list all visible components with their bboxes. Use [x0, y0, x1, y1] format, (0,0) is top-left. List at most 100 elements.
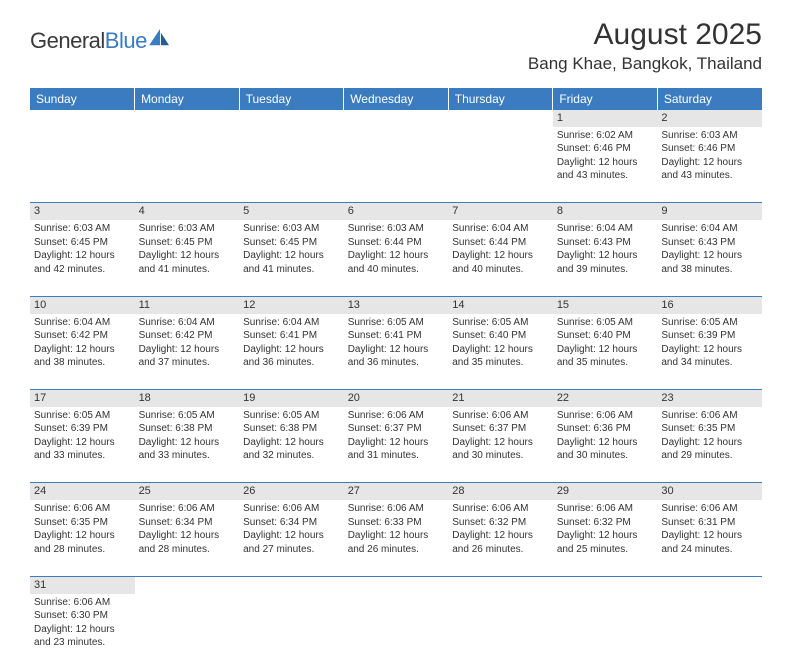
day-number-cell: 22 [553, 390, 658, 407]
day-line: Daylight: 12 hours [139, 529, 236, 543]
day-number-cell: 4 [135, 203, 240, 220]
day-cell [344, 127, 449, 203]
day-line: and 43 minutes. [557, 169, 654, 183]
day-cell [448, 594, 553, 670]
day-line: Sunset: 6:44 PM [452, 236, 549, 250]
daynum-row: 3456789 [30, 203, 762, 220]
day-cell: Sunrise: 6:03 AMSunset: 6:46 PMDaylight:… [657, 127, 762, 203]
day-cell: Sunrise: 6:06 AMSunset: 6:32 PMDaylight:… [448, 500, 553, 576]
day-line: Sunrise: 6:05 AM [243, 409, 340, 423]
weekday-header: Saturday [657, 88, 762, 110]
day-line: and 29 minutes. [661, 449, 758, 463]
day-body-row: Sunrise: 6:03 AMSunset: 6:45 PMDaylight:… [30, 220, 762, 296]
day-line: Sunset: 6:44 PM [348, 236, 445, 250]
day-number-cell [135, 576, 240, 593]
day-cell-body: Sunrise: 6:05 AMSunset: 6:41 PMDaylight:… [344, 314, 449, 374]
day-line: and 30 minutes. [452, 449, 549, 463]
day-number-cell: 21 [448, 390, 553, 407]
day-number-cell: 19 [239, 390, 344, 407]
day-line: Sunset: 6:45 PM [139, 236, 236, 250]
day-line: Sunrise: 6:05 AM [348, 316, 445, 330]
weekday-header: Monday [135, 88, 240, 110]
day-line: Daylight: 12 hours [139, 436, 236, 450]
day-line: and 41 minutes. [139, 263, 236, 277]
day-cell-body: Sunrise: 6:06 AMSunset: 6:30 PMDaylight:… [30, 594, 135, 654]
day-line: Daylight: 12 hours [557, 343, 654, 357]
day-line: Sunset: 6:36 PM [557, 422, 654, 436]
day-line: and 43 minutes. [661, 169, 758, 183]
day-line: and 36 minutes. [243, 356, 340, 370]
day-line: and 33 minutes. [139, 449, 236, 463]
day-line: and 30 minutes. [557, 449, 654, 463]
day-line: Sunrise: 6:02 AM [557, 129, 654, 143]
day-cell: Sunrise: 6:04 AMSunset: 6:42 PMDaylight:… [30, 314, 135, 390]
day-number-cell: 7 [448, 203, 553, 220]
day-line: Daylight: 12 hours [348, 249, 445, 263]
day-number-cell: 5 [239, 203, 344, 220]
day-number-cell: 28 [448, 483, 553, 500]
day-line: and 34 minutes. [661, 356, 758, 370]
day-line: Daylight: 12 hours [557, 156, 654, 170]
day-cell [135, 594, 240, 670]
day-cell: Sunrise: 6:05 AMSunset: 6:38 PMDaylight:… [135, 407, 240, 483]
sail-icon [149, 29, 171, 47]
day-line: Daylight: 12 hours [243, 529, 340, 543]
day-line: Sunrise: 6:06 AM [34, 502, 131, 516]
day-line: Daylight: 12 hours [243, 343, 340, 357]
day-cell-body: Sunrise: 6:05 AMSunset: 6:38 PMDaylight:… [239, 407, 344, 467]
day-body-row: Sunrise: 6:06 AMSunset: 6:35 PMDaylight:… [30, 500, 762, 576]
day-line: Sunrise: 6:05 AM [452, 316, 549, 330]
day-number-cell [448, 110, 553, 127]
calendar-table: SundayMondayTuesdayWednesdayThursdayFrid… [30, 88, 762, 670]
day-cell [344, 594, 449, 670]
daynum-row: 24252627282930 [30, 483, 762, 500]
day-cell-body [344, 594, 449, 600]
day-cell-body: Sunrise: 6:06 AMSunset: 6:35 PMDaylight:… [657, 407, 762, 467]
day-number-cell [239, 110, 344, 127]
day-cell-body: Sunrise: 6:06 AMSunset: 6:34 PMDaylight:… [135, 500, 240, 560]
logo-word-2: Blue [105, 28, 147, 53]
day-cell: Sunrise: 6:06 AMSunset: 6:32 PMDaylight:… [553, 500, 658, 576]
day-line: Sunrise: 6:06 AM [661, 409, 758, 423]
day-cell-body: Sunrise: 6:03 AMSunset: 6:45 PMDaylight:… [135, 220, 240, 280]
day-line: Sunrise: 6:06 AM [452, 409, 549, 423]
day-line: and 31 minutes. [348, 449, 445, 463]
day-cell-body: Sunrise: 6:06 AMSunset: 6:33 PMDaylight:… [344, 500, 449, 560]
day-line: Daylight: 12 hours [139, 249, 236, 263]
day-line: Sunrise: 6:05 AM [34, 409, 131, 423]
day-line: Daylight: 12 hours [243, 436, 340, 450]
day-line: Sunset: 6:39 PM [34, 422, 131, 436]
header: GeneralBlue August 2025 Bang Khae, Bangk… [0, 0, 792, 82]
day-line: Daylight: 12 hours [452, 249, 549, 263]
day-cell [553, 594, 658, 670]
day-line: Sunset: 6:40 PM [557, 329, 654, 343]
day-line: Sunset: 6:40 PM [452, 329, 549, 343]
weekday-header: Wednesday [344, 88, 449, 110]
day-line: and 41 minutes. [243, 263, 340, 277]
day-number-cell [553, 576, 658, 593]
day-line: Daylight: 12 hours [243, 249, 340, 263]
day-line: Sunrise: 6:03 AM [661, 129, 758, 143]
day-cell [135, 127, 240, 203]
day-cell: Sunrise: 6:05 AMSunset: 6:39 PMDaylight:… [657, 314, 762, 390]
day-line: Sunrise: 6:03 AM [243, 222, 340, 236]
day-cell-body: Sunrise: 6:05 AMSunset: 6:40 PMDaylight:… [448, 314, 553, 374]
day-cell-body: Sunrise: 6:04 AMSunset: 6:42 PMDaylight:… [135, 314, 240, 374]
day-cell: Sunrise: 6:06 AMSunset: 6:37 PMDaylight:… [448, 407, 553, 483]
day-line: Sunset: 6:35 PM [661, 422, 758, 436]
day-line: Sunrise: 6:04 AM [34, 316, 131, 330]
day-cell-body: Sunrise: 6:06 AMSunset: 6:32 PMDaylight:… [553, 500, 658, 560]
day-line: Sunset: 6:32 PM [452, 516, 549, 530]
day-number-cell [344, 110, 449, 127]
day-cell-body [135, 594, 240, 600]
day-line: Sunset: 6:30 PM [34, 609, 131, 623]
day-line: Sunrise: 6:04 AM [139, 316, 236, 330]
day-number-cell: 30 [657, 483, 762, 500]
day-cell-body: Sunrise: 6:04 AMSunset: 6:41 PMDaylight:… [239, 314, 344, 374]
day-cell-body: Sunrise: 6:05 AMSunset: 6:38 PMDaylight:… [135, 407, 240, 467]
day-cell: Sunrise: 6:04 AMSunset: 6:41 PMDaylight:… [239, 314, 344, 390]
day-cell-body: Sunrise: 6:02 AMSunset: 6:46 PMDaylight:… [553, 127, 658, 187]
day-line: Sunset: 6:45 PM [243, 236, 340, 250]
calendar-head: SundayMondayTuesdayWednesdayThursdayFrid… [30, 88, 762, 110]
day-line: Sunrise: 6:04 AM [661, 222, 758, 236]
